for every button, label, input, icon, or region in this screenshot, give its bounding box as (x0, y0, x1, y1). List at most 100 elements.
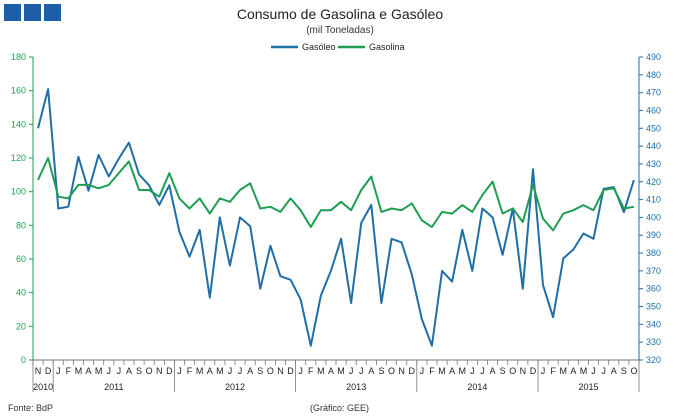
x-month-label: A (126, 366, 132, 376)
x-month-label: M (580, 366, 588, 376)
x-year-label: 2012 (225, 382, 245, 392)
x-month-label: A (611, 366, 617, 376)
x-month-label: M (560, 366, 568, 376)
x-year-label: 2015 (578, 382, 598, 392)
x-month-label: A (490, 366, 496, 376)
x-month-label: J (56, 366, 61, 376)
x-month-label: J (298, 366, 303, 376)
x-month-label: D (409, 366, 416, 376)
legend-label-gasolina: Gasolina (369, 42, 405, 52)
y-right-tick-label: 480 (646, 70, 661, 80)
x-month-label: O (146, 366, 153, 376)
x-month-label: J (541, 366, 546, 376)
x-month-label: J (228, 366, 233, 376)
x-month-label: M (196, 366, 204, 376)
x-month-label: J (601, 366, 606, 376)
x-month-label: O (509, 366, 516, 376)
y-right-tick-label: 320 (646, 355, 661, 365)
x-month-label: A (207, 366, 213, 376)
x-month-label: A (328, 366, 334, 376)
x-month-label: M (75, 366, 83, 376)
y-right-tick-label: 340 (646, 319, 661, 329)
axes: 0 20 40 60 80 100 120 140 160 180 320 330 340 350 360 3… (11, 52, 661, 365)
y-right-tick-label: 490 (646, 52, 661, 62)
x-month-label: J (117, 366, 122, 376)
y-right-tick-label: 360 (646, 284, 661, 294)
y-left-tick-label: 140 (11, 119, 26, 129)
x-month-label: J (359, 366, 364, 376)
series-lines (37, 88, 635, 347)
x-month-label: J (470, 366, 475, 376)
y-right-tick-label: 440 (646, 141, 661, 151)
x-month-label: N (398, 366, 405, 376)
x-month-label: J (238, 366, 243, 376)
x-month-label: F (66, 366, 72, 376)
y-left-tick-label: 0 (21, 355, 26, 365)
x-year-label: 2011 (104, 382, 123, 392)
x-month-label: N (35, 366, 42, 376)
x-month-label: M (317, 366, 325, 376)
x-month-label: J (177, 366, 182, 376)
x-month-label: A (86, 366, 92, 376)
y-left-tick-label: 120 (11, 153, 26, 163)
x-month-label: J (480, 366, 485, 376)
y-right-tick-label: 330 (646, 337, 661, 347)
x-month-label: S (378, 366, 384, 376)
series-line-gasoleo (37, 88, 635, 347)
y-right-tick-label: 430 (646, 159, 661, 169)
y-right-tick-label: 350 (646, 302, 661, 312)
chart-title: Consumo de Gasolina e Gasóleo (237, 6, 443, 22)
y-left-tick-label: 80 (16, 220, 26, 230)
x-month-label: A (247, 366, 253, 376)
x-month-label: J (420, 366, 425, 376)
y-left-tick-label: 100 (11, 187, 26, 197)
x-month-label: D (530, 366, 537, 376)
x-month-label: F (550, 366, 556, 376)
x-month-label: J (591, 366, 596, 376)
x-month-label: F (187, 366, 193, 376)
x-month-label: N (156, 366, 163, 376)
x-month-label: A (449, 366, 455, 376)
x-month-label: S (621, 366, 627, 376)
y-right-tick-label: 420 (646, 177, 661, 187)
x-month-label: O (267, 366, 274, 376)
x-month-label: A (368, 366, 374, 376)
y-left-tick-label: 180 (11, 52, 26, 62)
y-right-tick-label: 460 (646, 105, 661, 115)
logo-square (24, 4, 41, 21)
y-right-tick-label: 450 (646, 123, 661, 133)
x-month-label: M (95, 366, 103, 376)
y-left-tick-label: 160 (11, 86, 26, 96)
x-month-label: D (45, 366, 52, 376)
x-month-label: M (459, 366, 467, 376)
y-right-tick-label: 400 (646, 212, 661, 222)
x-month-label: F (308, 366, 314, 376)
x-month-label: S (136, 366, 142, 376)
x-month-label: N (520, 366, 527, 376)
x-month-label: J (349, 366, 354, 376)
logo-square (4, 4, 21, 21)
legend-label-gasoleo: Gasóleo (302, 42, 336, 52)
y-right-tick-label: 410 (646, 195, 661, 205)
x-month-label: O (388, 366, 395, 376)
logo (4, 4, 61, 21)
source-note: Fonte: BdP (8, 403, 53, 413)
x-month-label: M (216, 366, 224, 376)
x-month-label: A (570, 366, 576, 376)
x-month-label: D (287, 366, 294, 376)
y-left-tick-label: 20 (16, 321, 26, 331)
y-right-tick-label: 470 (646, 88, 661, 98)
logo-square (44, 4, 61, 21)
x-month-label: S (500, 366, 506, 376)
x-year-label: 2010 (33, 382, 53, 392)
credit-note: (Gráfico: GEE) (310, 403, 369, 413)
x-month-label: J (107, 366, 112, 376)
x-month-label: N (277, 366, 284, 376)
x-month-label: M (438, 366, 446, 376)
series-line-gasolina (37, 157, 635, 232)
legend: Gasóleo Gasolina (271, 42, 405, 52)
x-month-label: F (429, 366, 435, 376)
